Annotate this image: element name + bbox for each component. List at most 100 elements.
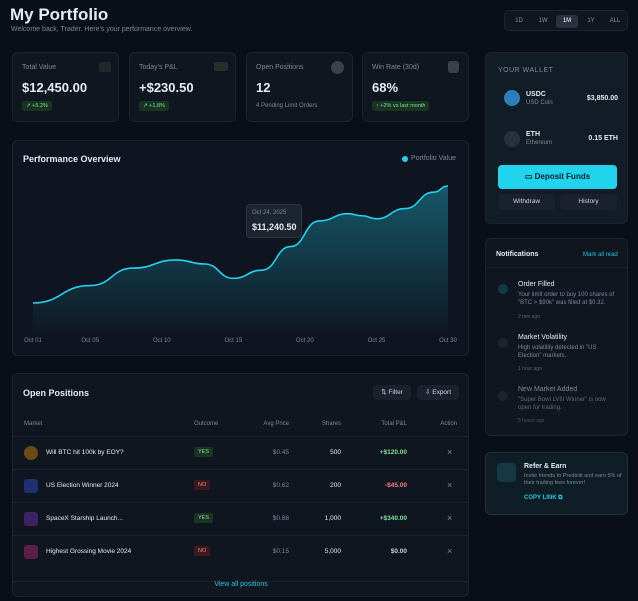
market: US Election Winner 2024 — [46, 482, 119, 489]
total-pnl: -$45.00 — [384, 482, 407, 489]
button-label: Export — [432, 389, 452, 396]
asset-name: USD Coin — [526, 100, 553, 106]
market-icon — [24, 512, 38, 526]
button-label: Deposit Funds — [534, 172, 591, 181]
market-icon — [24, 479, 38, 493]
card-title: Refer & Earn — [524, 463, 567, 470]
notification-title: New Market Added — [518, 386, 578, 393]
performance-card: Performance Overview Portfolio Value Oct… — [12, 140, 469, 356]
market-icon — [24, 545, 38, 559]
stat-card: Total Value $12,450.00 ↗ +5.2% — [12, 52, 119, 122]
x-tick-label: Oct 10 — [153, 338, 171, 344]
market: SpaceX Starship Launch... — [46, 515, 123, 522]
x-tick-label: Oct 05 — [81, 338, 99, 344]
close-button[interactable]: × — [447, 480, 453, 490]
line — [32, 185, 449, 304]
stat-card: Open Positions 12 4 Pending Limit Orders — [246, 52, 353, 122]
column-header: Avg Price — [263, 421, 289, 427]
market: Highest Grossing Movie 2024 — [46, 548, 132, 555]
asset-row: USDC USD Coin $3,850.00 — [498, 83, 618, 115]
table-row[interactable]: Will BTC hit 100k by EOY? YES $0.45 500 … — [13, 436, 469, 469]
notification-icon — [498, 338, 508, 348]
table-row[interactable]: SpaceX Starship Launch... YES $0.88 1,00… — [13, 502, 469, 535]
range-button[interactable]: 1M — [556, 15, 578, 28]
stat-label: Win Rate (30d) — [372, 64, 420, 71]
asset-icon — [504, 90, 520, 106]
stat-card: Today's P&L +$230.50 ↗ +1.8% — [129, 52, 236, 122]
deposit-button[interactable]: ▭ Deposit Funds — [498, 165, 617, 189]
table-row[interactable]: Highest Grossing Movie 2024 NO $0.15 5,0… — [13, 535, 469, 568]
outcome-badge: NO — [194, 480, 211, 490]
card-title: YOUR WALLET — [498, 67, 554, 74]
stat-value: 68% — [372, 80, 399, 95]
tooltip-value: $11,240.50 — [252, 222, 297, 232]
copy-link[interactable]: COPY LINK ⧉ — [524, 495, 563, 501]
market-icon — [24, 446, 38, 460]
range-button[interactable]: 1Y — [587, 18, 595, 24]
notification-time: 1 hour ago — [518, 366, 542, 372]
range-button[interactable]: 1W — [538, 18, 548, 24]
x-tick-label: Oct 30 — [439, 338, 457, 344]
table-row[interactable]: US Election Winner 2024 NO $0.62 200 -$4… — [13, 469, 469, 502]
close-button[interactable]: × — [447, 513, 453, 523]
asset-amount: $3,850.00 — [586, 95, 618, 102]
notification-title: Order Filled — [518, 281, 555, 288]
link-text: COPY LINK — [524, 495, 557, 501]
icon — [99, 62, 111, 72]
button-label: Filter — [388, 389, 403, 396]
asset-symbol: ETH — [526, 131, 540, 138]
mark-all-link[interactable]: Mark all read — [583, 252, 618, 258]
total-pnl: $0.00 — [390, 548, 407, 555]
refer-card: Refer & Earn Invite friends to Predictit… — [485, 452, 628, 515]
asset-amount: 0.15 ETH — [588, 135, 618, 142]
column-header: Action — [440, 421, 457, 427]
button-label: History — [578, 198, 599, 205]
withdraw-button[interactable]: Withdraw — [498, 194, 555, 210]
stat-change-text: +2% vs last month — [380, 103, 426, 109]
wallet-card: YOUR WALLET USDC USD Coin $3,850.00 ETH … — [485, 52, 628, 224]
column-header: Total P&L — [381, 421, 407, 427]
icon — [448, 61, 459, 73]
history-button[interactable]: History — [560, 194, 617, 210]
view-all-link[interactable]: View all positions — [13, 581, 469, 589]
x-tick-label: Oct 25 — [368, 338, 386, 344]
stat-note: 4 Pending Limit Orders — [256, 103, 318, 109]
export-button[interactable]: ⇩ Export — [417, 385, 459, 400]
notification-body: High volatility detected in "US Election… — [518, 345, 597, 359]
range-button[interactable]: ALL — [609, 18, 621, 24]
notification-body: Your limit order to buy 100 shares of "B… — [518, 292, 615, 306]
range-button[interactable]: 1D — [515, 18, 523, 24]
stat-card: Win Rate (30d) 68% ↑ +2% vs last month — [362, 52, 469, 122]
range-selector: 1D 1W 1M 1Y ALL — [504, 10, 628, 31]
x-tick-label: Oct 15 — [225, 338, 243, 344]
outcome-badge: YES — [194, 447, 214, 457]
outcome-badge: NO — [194, 546, 211, 556]
card-title: Notifications — [496, 251, 539, 258]
icon — [214, 62, 228, 71]
avg-price: $0.62 — [272, 482, 289, 489]
market: Will BTC hit 100k by EOY? — [46, 449, 124, 456]
card-title: Performance Overview — [23, 154, 121, 164]
notification-icon — [498, 391, 508, 401]
column-header: Market — [24, 421, 43, 427]
asset-icon — [504, 131, 520, 147]
close-button[interactable]: × — [447, 546, 453, 556]
column-header: Shares — [321, 421, 341, 427]
stat-label: Today's P&L — [139, 64, 178, 71]
shares: 500 — [330, 449, 341, 456]
divider — [486, 267, 627, 268]
asset-symbol: USDC — [526, 91, 546, 98]
button-label: Withdraw — [512, 198, 541, 205]
x-tick-label: Oct 20 — [296, 338, 314, 344]
shares: 200 — [330, 482, 341, 489]
page-subtitle: Welcome back, Trader. Here's your perfor… — [11, 26, 193, 33]
close-button[interactable]: × — [447, 447, 453, 457]
notification-time: 2 min ago — [518, 314, 540, 320]
legend-swatch — [402, 156, 408, 162]
legend-label: Portfolio Value — [411, 155, 457, 162]
outcome-badge: YES — [194, 513, 214, 523]
stat-value: 12 — [256, 80, 271, 95]
filter-button[interactable]: ⇅ Filter — [373, 385, 411, 400]
notification-body: "Super Bowl LVIII Winner" is now open fo… — [518, 397, 606, 411]
